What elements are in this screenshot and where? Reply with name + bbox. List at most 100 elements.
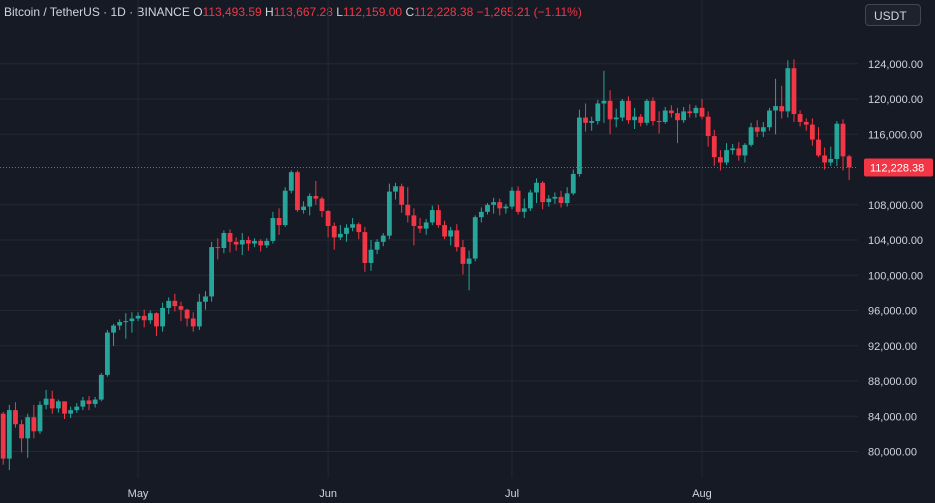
candle-body: [215, 247, 221, 249]
candle-body: [485, 204, 490, 212]
candle-body: [80, 400, 86, 407]
candle-body: [411, 215, 417, 226]
candle: [828, 146, 834, 167]
price-axis[interactable]: 124,000.00 120,000.00 116,000.00 108,000.00…: [868, 59, 923, 459]
price-tick-label: 104,000.00: [868, 235, 923, 247]
candle: [834, 121, 840, 167]
candle: [748, 122, 754, 147]
candle-body: [503, 206, 509, 209]
candle: [460, 240, 466, 275]
candle-body: [779, 106, 785, 112]
candle: [252, 238, 257, 248]
candle-body: [301, 206, 306, 211]
candle: [111, 323, 116, 346]
candle-body: [711, 136, 717, 158]
time-axis[interactable]: May Jun Jul Aug: [128, 488, 712, 500]
candle: [221, 230, 227, 254]
candle-body: [423, 222, 429, 229]
candle: [417, 218, 423, 234]
candle-body: [791, 68, 797, 115]
candle: [203, 291, 208, 310]
candle: [773, 78, 778, 135]
candle-body: [227, 233, 233, 242]
candle: [92, 396, 98, 408]
candle-body: [429, 210, 435, 223]
candle-body: [203, 296, 208, 302]
candle-body: [350, 224, 356, 228]
candle-body: [325, 210, 331, 226]
candle: [644, 99, 650, 126]
candle-body: [160, 307, 165, 327]
candle: [0, 411, 6, 465]
candle-body: [264, 240, 270, 246]
candle-body: [632, 116, 637, 121]
candle: [141, 309, 147, 328]
candle-body: [0, 413, 6, 459]
candle-body: [681, 111, 687, 121]
price-tick-label: 96,000.00: [868, 306, 917, 318]
candle: [515, 186, 521, 215]
candle: [350, 218, 356, 232]
candle: [380, 233, 386, 247]
candle: [227, 229, 233, 253]
candle: [754, 120, 760, 137]
candle-body: [135, 315, 141, 319]
grid-layer: [0, 0, 858, 478]
candle: [147, 310, 153, 324]
candle: [656, 111, 662, 134]
candle-body: [233, 241, 239, 245]
high-label: H: [265, 5, 274, 19]
candle-body: [74, 406, 80, 411]
candle: [705, 111, 711, 147]
candle-body: [417, 225, 423, 229]
candle-body: [613, 117, 619, 120]
candle-body: [656, 121, 662, 123]
candle-body: [730, 148, 736, 151]
candle-body: [540, 182, 546, 203]
candle: [693, 105, 699, 118]
candle-body: [638, 116, 644, 123]
candle: [497, 198, 503, 216]
candle: [362, 226, 368, 272]
candle-body: [19, 424, 24, 439]
candle: [521, 198, 527, 219]
candle: [68, 406, 74, 419]
candle: [356, 222, 362, 240]
candle: [589, 116, 595, 131]
candle: [760, 121, 766, 137]
candle: [436, 204, 441, 228]
candle: [730, 143, 736, 155]
candle: [503, 203, 509, 214]
candle: [742, 143, 748, 163]
candle: [178, 301, 184, 322]
candle: [687, 104, 693, 118]
candle-body: [276, 218, 282, 226]
candle: [331, 222, 337, 250]
candle-body: [785, 68, 791, 112]
candle-body: [190, 318, 196, 327]
candle: [301, 201, 306, 214]
candle: [724, 143, 729, 166]
candle-body: [718, 157, 723, 163]
candle: [386, 183, 392, 240]
candle: [184, 308, 190, 327]
candle-body: [37, 404, 43, 432]
currency-button[interactable]: USDT: [865, 4, 921, 26]
candle-body: [564, 193, 570, 204]
candle-body: [527, 192, 533, 209]
last-price-layer: 112,228.38: [0, 158, 933, 177]
candle-body: [239, 240, 245, 245]
candle-body: [828, 158, 834, 163]
low-label: L: [336, 5, 343, 19]
candle-body: [105, 332, 110, 375]
candle-body: [129, 318, 135, 322]
candle: [258, 239, 264, 252]
candle-body: [399, 186, 405, 205]
candle-body: [147, 313, 153, 321]
candle-body: [650, 100, 656, 122]
candle-body: [6, 410, 12, 459]
candle: [117, 319, 123, 330]
candle: [626, 96, 631, 124]
candle: [282, 187, 288, 227]
